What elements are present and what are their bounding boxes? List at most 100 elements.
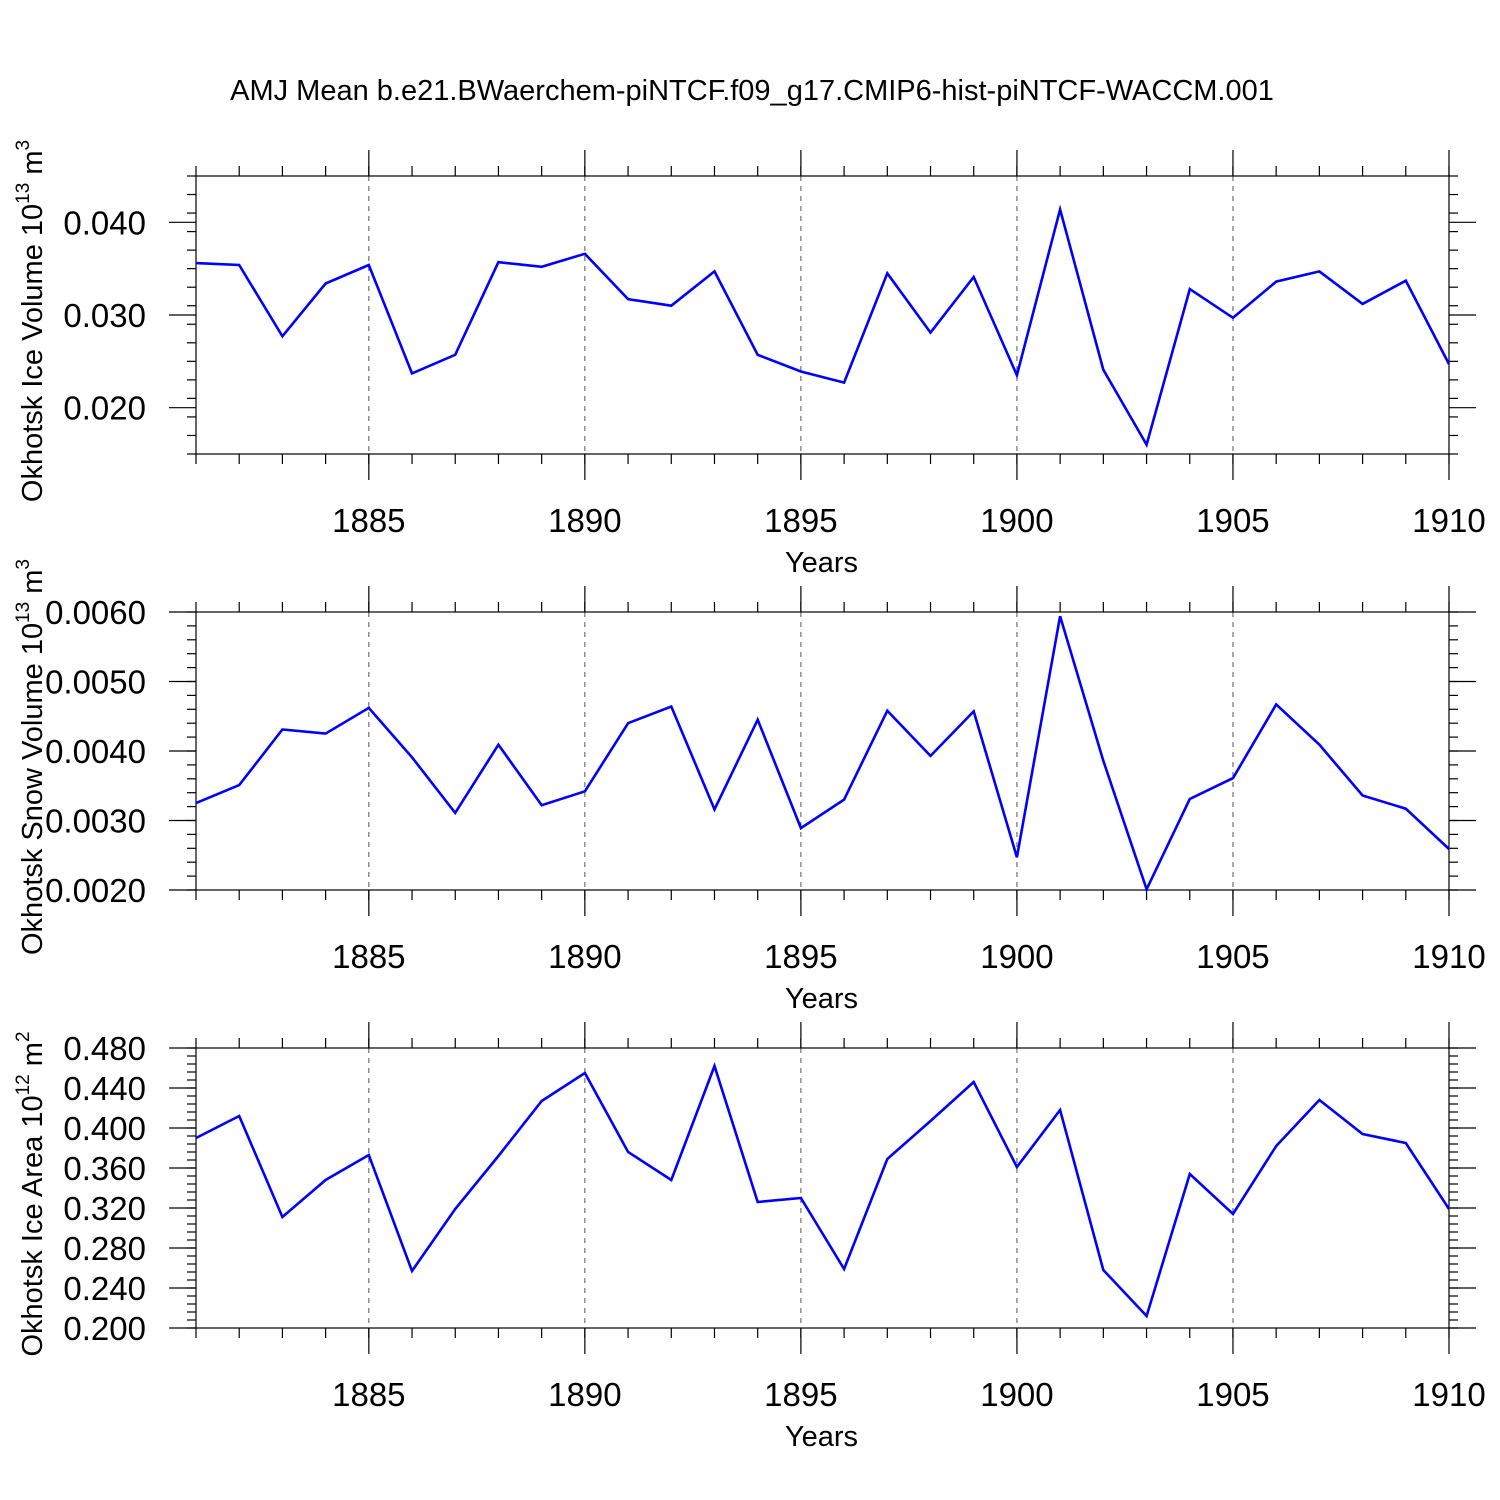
data-point: [626, 1150, 630, 1154]
data-point: [583, 1071, 587, 1075]
ice-volume-panel: 1885 1890 1895 1900 1905 1910 0.020 0.030 0.040 Y…: [13, 140, 1486, 579]
data-point: [1188, 797, 1192, 801]
data-point: [1361, 1132, 1365, 1136]
x-tick-label: 1905: [1196, 938, 1269, 975]
data-point: [1274, 702, 1278, 706]
data-point: [626, 297, 630, 301]
data-point: [583, 789, 587, 793]
data-point: [756, 353, 760, 357]
x-tick-label: 1910: [1412, 1376, 1485, 1413]
data-point: [712, 1064, 716, 1068]
data-point: [1447, 1207, 1451, 1211]
y-tick-label: 0.320: [63, 1190, 146, 1227]
panels: 1885 1890 1895 1900 1905 1910 0.020 0.030 0.040 Y…: [13, 140, 1486, 1453]
data-point: [1101, 368, 1105, 372]
x-axis-label: Years: [785, 547, 858, 579]
y-tick-label: 0.020: [63, 390, 146, 427]
data-point: [1447, 362, 1451, 366]
data-point: [1361, 793, 1365, 797]
y-tick-label: 0.0040: [45, 733, 146, 770]
snow-volume-frame: [195, 611, 1450, 891]
data-point: [1101, 1268, 1105, 1272]
data-point: [1015, 1165, 1019, 1169]
data-point: [1404, 807, 1408, 811]
x-tick-label: 1890: [548, 938, 621, 975]
data-point: [1058, 1108, 1062, 1112]
data-point: [1145, 443, 1149, 447]
data-point: [1101, 759, 1105, 763]
data-point: [194, 1136, 198, 1140]
data-point: [1317, 269, 1321, 273]
x-tick-label: 1910: [1412, 502, 1485, 539]
data-point: [1145, 887, 1149, 891]
y-tick-label: 0.400: [63, 1110, 146, 1147]
y-tick-label: 0.0020: [45, 872, 146, 909]
data-point: [1404, 1141, 1408, 1145]
data-point: [1188, 1172, 1192, 1176]
y-axis-label-exponent: 13: [13, 183, 34, 204]
data-point: [1231, 1212, 1235, 1216]
data-point: [1145, 1314, 1149, 1318]
y-axis-label-text: Okhotsk Ice Area 10: [17, 1095, 49, 1356]
y-axis-label-exponent: 13: [13, 602, 34, 623]
data-point: [885, 271, 889, 275]
data-point: [756, 1200, 760, 1204]
data-point: [1447, 847, 1451, 851]
y-tick-label: 0.360: [63, 1150, 146, 1187]
data-point: [453, 811, 457, 815]
data-point: [540, 803, 544, 807]
x-tick-label: 1905: [1196, 1376, 1269, 1413]
ice-area-panel: 1885 1890 1895 1900 1905 19100.2000.2400.2800…: [13, 1022, 1486, 1453]
ice-area-frame: [195, 1047, 1450, 1329]
data-point: [496, 1154, 500, 1158]
data-point: [496, 260, 500, 264]
data-point: [972, 275, 976, 279]
y-axis-label-text: Okhotsk Snow Volume 10: [17, 623, 49, 955]
x-tick-label: 1895: [764, 1376, 837, 1413]
x-tick-label: 1890: [548, 502, 621, 539]
data-point: [669, 1178, 673, 1182]
data-point: [1015, 855, 1019, 859]
data-point: [410, 371, 414, 375]
y-axis-label-unit-exponent: 3: [13, 140, 34, 151]
data-point: [194, 801, 198, 805]
data-point: [583, 252, 587, 256]
chart-title: AMJ Mean b.e21.BWaerchem-piNTCF.f09_g17.…: [230, 75, 1274, 107]
y-tick-label: 0.200: [63, 1310, 146, 1347]
x-tick-label: 1900: [980, 1376, 1053, 1413]
y-tick-label: 0.0030: [45, 803, 146, 840]
data-point: [929, 331, 933, 335]
y-tick-label: 0.0060: [45, 594, 146, 631]
data-point: [237, 1114, 241, 1118]
data-point: [1317, 1098, 1321, 1102]
y-axis-label-exponent: 12: [13, 1074, 34, 1095]
data-point: [1274, 280, 1278, 284]
y-tick-label: 0.480: [63, 1030, 146, 1067]
data-point: [367, 1153, 371, 1157]
data-point: [799, 370, 803, 374]
data-point: [280, 334, 284, 338]
data-point: [237, 263, 241, 267]
x-tick-label: 1885: [332, 938, 405, 975]
data-point: [540, 1099, 544, 1103]
x-axis-label: Years: [785, 1421, 858, 1453]
data-point: [929, 754, 933, 758]
y-tick-label: 0.280: [63, 1230, 146, 1267]
x-tick-label: 1910: [1412, 938, 1485, 975]
data-point: [842, 798, 846, 802]
y-axis-label-unit: m: [17, 151, 49, 183]
y-tick-label: 0.030: [63, 297, 146, 334]
data-point: [324, 1178, 328, 1182]
x-tick-label: 1890: [548, 1376, 621, 1413]
y-axis-label-unit: m: [17, 570, 49, 602]
y-axis-label: Okhotsk Ice Area 1012 m2: [13, 1031, 49, 1356]
data-point: [885, 709, 889, 713]
y-tick-label: 0.040: [63, 204, 146, 241]
data-point: [799, 826, 803, 830]
data-point: [237, 783, 241, 787]
data-point: [1404, 279, 1408, 283]
data-point: [1188, 287, 1192, 291]
ice-volume-series-line: [195, 204, 1451, 449]
data-point: [1015, 373, 1019, 377]
